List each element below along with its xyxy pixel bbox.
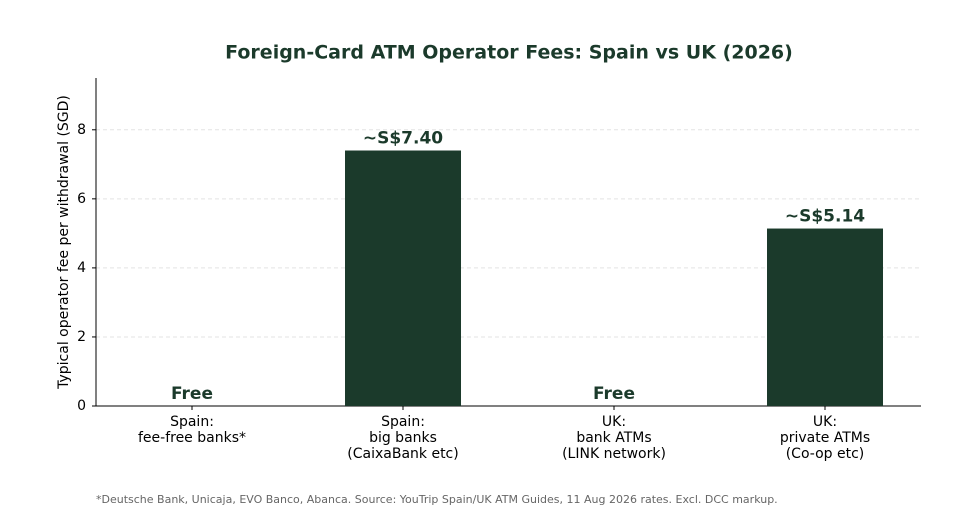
chart-title: Foreign-Card ATM Operator Fees: Spain vs… (225, 42, 793, 64)
y-tick-label: 2 (77, 329, 86, 345)
x-tick-label: Spain: fee-free banks* (138, 414, 246, 446)
bar (767, 228, 884, 406)
value-label: ~S$7.40 (363, 129, 443, 149)
y-tick-label: 4 (77, 260, 86, 276)
x-tick-label: UK: private ATMs (Co-op etc) (780, 414, 870, 462)
value-label: ~S$5.14 (785, 207, 865, 227)
y-axis-label: Typical operator fee per withdrawal (SGD… (56, 95, 72, 390)
footnote: *Deutsche Bank, Unicaja, EVO Banco, Aban… (96, 493, 778, 506)
bar (345, 150, 462, 406)
x-tick-label: Spain: big banks (CaixaBank etc) (347, 414, 458, 462)
value-label: Free (593, 384, 635, 404)
y-tick-label: 6 (77, 191, 86, 207)
x-tick-label: UK: bank ATMs (LINK network) (562, 414, 666, 462)
y-tick-label: 8 (77, 122, 86, 138)
y-tick-label: 0 (77, 398, 86, 414)
value-label: Free (171, 384, 213, 404)
